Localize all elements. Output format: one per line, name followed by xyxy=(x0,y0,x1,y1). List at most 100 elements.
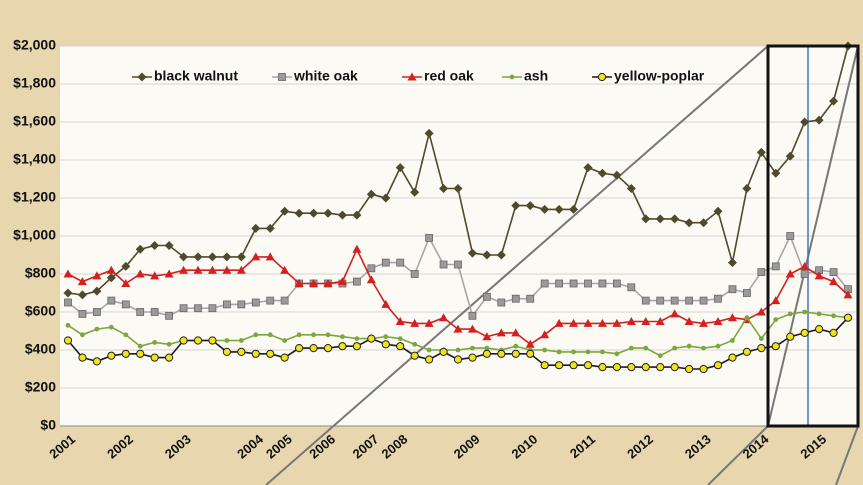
y-tick-label: $2,000 xyxy=(13,37,56,53)
marker xyxy=(655,317,665,325)
marker xyxy=(526,349,535,358)
marker xyxy=(208,336,217,345)
marker xyxy=(526,294,535,303)
marker xyxy=(583,361,593,370)
marker xyxy=(352,244,362,253)
marker xyxy=(814,115,824,125)
marker xyxy=(63,336,73,345)
marker xyxy=(829,328,838,337)
marker xyxy=(482,349,491,358)
marker xyxy=(164,241,174,250)
marker xyxy=(352,277,361,286)
marker xyxy=(672,345,678,351)
marker xyxy=(381,299,391,308)
marker xyxy=(585,349,591,355)
marker xyxy=(843,313,853,322)
marker xyxy=(80,332,85,338)
marker xyxy=(513,343,519,349)
marker xyxy=(294,279,304,287)
marker xyxy=(121,261,131,271)
marker xyxy=(713,206,723,216)
marker xyxy=(829,277,839,286)
marker xyxy=(814,271,824,280)
legend-label: white oak xyxy=(293,68,358,84)
marker xyxy=(670,214,680,224)
marker xyxy=(136,308,145,316)
marker xyxy=(164,269,174,278)
legend-label: yellow-poplar xyxy=(614,68,705,84)
y-tick-label: $600 xyxy=(25,303,56,319)
series xyxy=(63,244,853,348)
marker xyxy=(727,258,737,268)
marker xyxy=(106,265,116,274)
marker xyxy=(569,204,579,214)
marker xyxy=(136,349,145,358)
y-tick-label: $1,000 xyxy=(13,227,56,243)
legend-label: ash xyxy=(524,68,548,84)
marker xyxy=(251,349,260,358)
marker xyxy=(424,128,434,138)
marker xyxy=(685,296,694,305)
marker xyxy=(713,317,723,325)
marker xyxy=(323,208,333,218)
marker xyxy=(222,252,232,262)
zoom-decoration xyxy=(265,45,859,485)
marker xyxy=(482,250,492,260)
marker xyxy=(208,304,217,313)
marker xyxy=(569,318,579,327)
marker xyxy=(802,309,808,315)
marker xyxy=(179,336,188,345)
x-tick-label: 2006 xyxy=(306,431,338,461)
marker xyxy=(166,341,172,347)
marker xyxy=(612,318,622,327)
marker xyxy=(439,313,449,322)
x-tick-label: 2009 xyxy=(451,431,483,461)
marker xyxy=(800,328,809,337)
marker xyxy=(742,289,751,297)
legend-marker xyxy=(137,72,147,82)
marker xyxy=(455,347,461,353)
marker xyxy=(323,279,333,287)
marker xyxy=(207,252,217,262)
marker xyxy=(236,252,246,262)
marker xyxy=(64,298,72,307)
x-tick-label: 2005 xyxy=(263,431,295,461)
marker xyxy=(597,318,607,327)
marker xyxy=(179,252,189,262)
x-tick-label: 2012 xyxy=(624,431,656,461)
marker xyxy=(410,270,419,278)
marker xyxy=(583,318,593,327)
marker xyxy=(309,279,319,287)
marker xyxy=(325,332,331,338)
marker xyxy=(294,208,304,218)
marker xyxy=(542,347,548,353)
marker xyxy=(511,201,521,211)
legend-label: black walnut xyxy=(154,68,238,84)
marker xyxy=(237,347,246,356)
y-tick-label: $400 xyxy=(25,341,56,357)
marker xyxy=(340,334,345,340)
marker xyxy=(224,338,230,343)
marker xyxy=(135,244,145,254)
marker xyxy=(496,250,506,260)
marker xyxy=(713,361,723,370)
marker xyxy=(756,147,766,157)
marker xyxy=(265,252,275,261)
marker xyxy=(150,353,159,362)
marker xyxy=(670,363,679,372)
marker xyxy=(135,269,145,278)
marker xyxy=(425,233,434,242)
marker xyxy=(396,342,405,351)
marker xyxy=(771,168,781,178)
series-layer xyxy=(63,41,853,374)
marker xyxy=(265,223,275,233)
zoom-line xyxy=(265,45,769,485)
marker xyxy=(222,347,231,356)
marker xyxy=(395,163,405,173)
marker xyxy=(251,298,260,307)
marker xyxy=(207,265,217,274)
marker xyxy=(714,294,722,303)
marker xyxy=(467,248,477,258)
marker xyxy=(699,218,709,228)
